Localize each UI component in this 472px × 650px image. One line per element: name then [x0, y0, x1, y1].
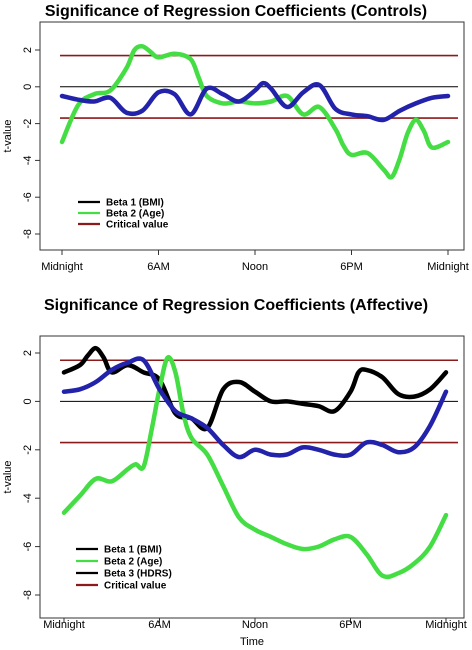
y-tick-label: -4: [22, 493, 34, 503]
x-tick-label: Midnight: [43, 619, 85, 631]
series-line-2: [61, 354, 449, 580]
legend-label: Beta 3 (HDRS): [104, 569, 172, 580]
x-tick-label: 6AM: [147, 261, 170, 273]
chart-panel-1: Significance of Regression Coefficients …: [2, 3, 469, 273]
x-tick-label: 6PM: [339, 619, 362, 631]
y-tick-label: 0: [22, 84, 34, 90]
plot-frame: [39, 335, 465, 619]
x-tick-label: Noon: [242, 261, 268, 273]
y-tick-label: -4: [22, 156, 34, 166]
plot-frame: [39, 21, 465, 251]
x-tick-label: Midnight: [427, 261, 469, 273]
legend-label: Beta 1 (BMI): [106, 198, 164, 209]
x-tick-label: Noon: [242, 619, 268, 631]
legend-label: Critical value: [104, 581, 167, 592]
series-line-3: [61, 356, 449, 460]
y-tick-label: -2: [22, 445, 34, 455]
y-tick-label: 2: [22, 350, 34, 356]
chart-title: Significance of Regression Coefficients …: [44, 297, 428, 314]
y-axis-label: t-value: [2, 460, 14, 493]
legend-label: Beta 2 (Age): [104, 557, 162, 568]
y-tick-label: -6: [22, 542, 34, 552]
y-axis-label: t-value: [2, 119, 14, 152]
x-tick-label: 6PM: [340, 261, 363, 273]
series-line-2: [59, 43, 451, 180]
y-tick-label: -6: [22, 192, 34, 202]
x-tick-label: Midnight: [425, 619, 467, 631]
y-tick-label: -2: [22, 119, 34, 129]
chart-title: Significance of Regression Coefficients …: [45, 3, 427, 20]
y-tick-label: 2: [22, 47, 34, 53]
legend-label: Critical value: [106, 220, 169, 231]
x-tick-label: 6AM: [148, 619, 171, 631]
legend-label: Beta 2 (Age): [106, 209, 164, 220]
x-axis-label: Time: [240, 636, 264, 648]
y-tick-label: -8: [22, 229, 34, 239]
y-tick-label: 0: [22, 398, 34, 404]
y-tick-label: -8: [22, 590, 34, 600]
x-tick-label: Midnight: [41, 261, 83, 273]
series-line-1: [61, 345, 449, 432]
series-line-3: [59, 80, 451, 123]
legend-label: Beta 1 (BMI): [104, 545, 162, 556]
chart-panel-2: Significance of Regression Coefficients …: [2, 297, 467, 648]
